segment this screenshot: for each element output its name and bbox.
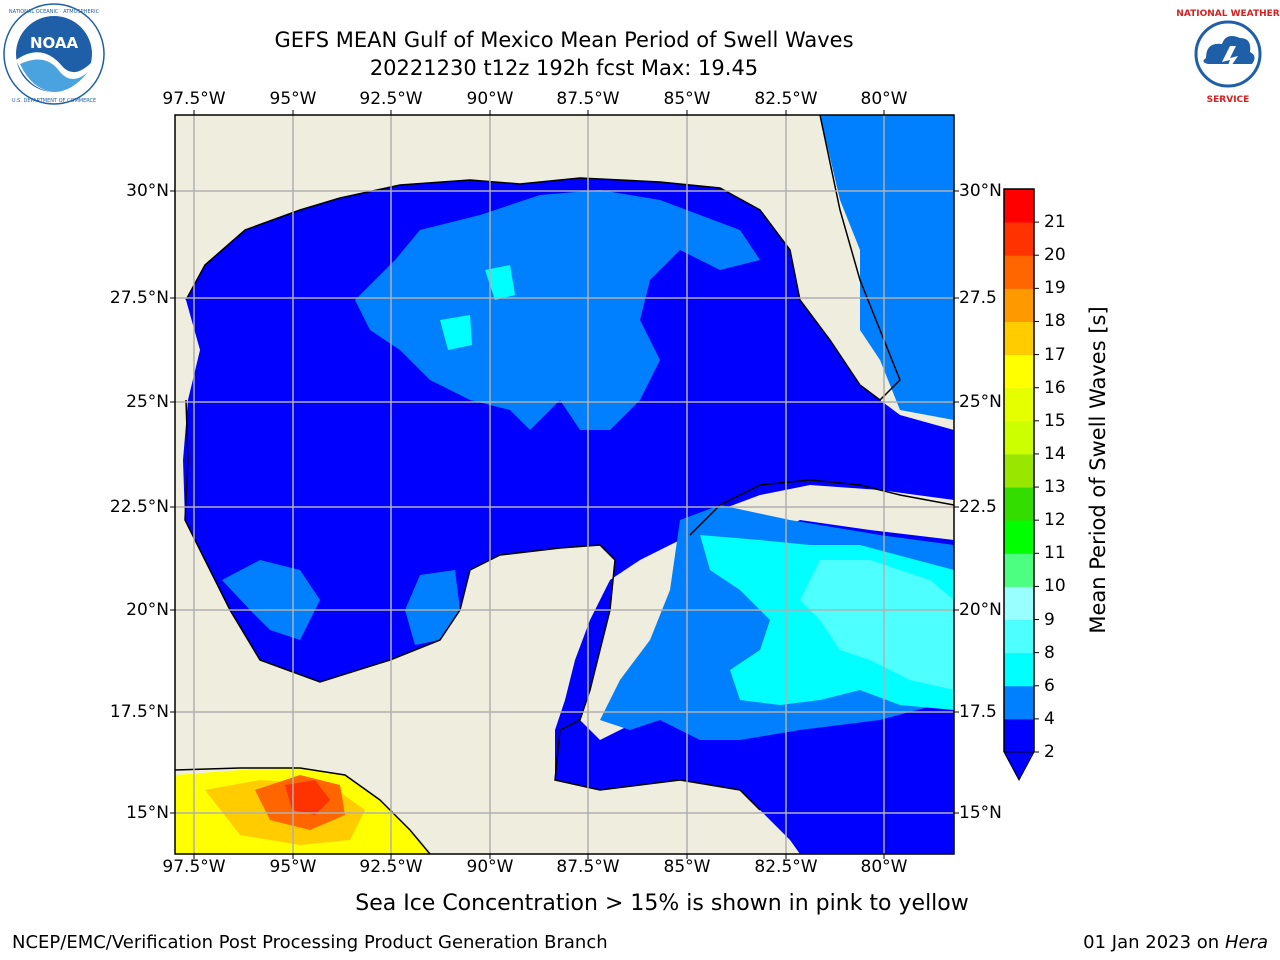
lat-tick-label-right: 30°N (959, 181, 1002, 201)
lat-tick-label-right: 17.5 (959, 702, 997, 722)
lon-tick-label-top: 82.5°W (754, 89, 818, 109)
colorbar-tick-label: 20 (1044, 245, 1066, 266)
lon-tick-label-bottom: 85°W (663, 857, 711, 877)
period-band-4s-north (355, 190, 760, 430)
colorbar-swatch (1004, 420, 1034, 455)
map-frame (174, 114, 955, 855)
footer-date-text: 01 Jan 2023 on (1083, 932, 1225, 953)
colorbar-tick-label: 15 (1044, 410, 1066, 431)
lon-tick-label-top: 87.5°W (556, 89, 620, 109)
sea-ice-caption: Sea Ice Concentration > 15% is shown in … (355, 891, 969, 916)
colorbar-tick-label: 17 (1044, 344, 1066, 365)
colorbar-tick-label: 9 (1044, 609, 1055, 630)
colorbar-swatch (1004, 619, 1034, 654)
lon-tick-label-top: 97.5°W (162, 89, 226, 109)
colorbar-swatch (1004, 718, 1034, 753)
colorbar-frame (1003, 188, 1035, 752)
colorbar-tick-label: 2 (1044, 742, 1055, 762)
colorbar-label: Mean Period of Swell Waves [s] (1086, 306, 1110, 634)
svg-text:NATIONAL OCEANIC · ATMOSPHERIC: NATIONAL OCEANIC · ATMOSPHERIC (9, 9, 100, 15)
colorbar-swatch (1004, 553, 1034, 587)
lon-tick-label-bottom: 90°W (466, 857, 514, 877)
colorbar-swatch (1004, 321, 1034, 356)
lat-tick-label-left: 15°N (126, 803, 169, 823)
colorbar-swatch (1004, 189, 1034, 223)
period-patch-6s-north (485, 265, 515, 300)
colorbar-swatch (1004, 255, 1034, 289)
lon-tick-label-top: 85°W (663, 89, 711, 109)
period-band-8s-caribbean (800, 560, 954, 690)
colorbar-swatch (1004, 288, 1034, 322)
lon-tick-label-bottom: 87.5°W (556, 857, 620, 877)
footer-date: 01 Jan 2023 on Hera (1083, 932, 1268, 954)
footer-host: Hera (1224, 932, 1268, 953)
lat-tick-label-right: 27.5 (959, 288, 997, 308)
period-patch-6s-north-2 (440, 315, 472, 350)
lon-tick-label-top: 90°W (466, 89, 514, 109)
lon-tick-label-top: 95°W (269, 89, 317, 109)
colorbar-extend-min (1003, 751, 1035, 782)
colorbar-tick-label: 10 (1044, 576, 1066, 597)
footer-branch: NCEP/EMC/Verification Post Processing Pr… (12, 932, 608, 953)
colorbar-swatch (1004, 652, 1034, 687)
colorbar-tick-label: 6 (1044, 675, 1055, 696)
lon-tick-label-bottom: 92.5°W (359, 857, 423, 877)
lat-tick-label-right: 25°N (959, 392, 1002, 412)
colorbar-tick-label: 21 (1044, 212, 1066, 233)
lon-tick-label-bottom: 82.5°W (754, 857, 818, 877)
lat-tick-label-right: 15°N (959, 803, 1002, 823)
colorbar-swatch (1004, 387, 1034, 422)
lat-tick-label-right: 22.5 (959, 497, 997, 517)
colorbar-tick-label: 14 (1044, 443, 1066, 464)
colorbar-swatch (1004, 354, 1034, 389)
noaa-logo: NOAA NATIONAL OCEANIC · ATMOSPHERIC U.S.… (2, 2, 106, 106)
lon-tick-label-top: 80°W (860, 89, 908, 109)
svg-text:NOAA: NOAA (30, 34, 79, 52)
period-band-4s-s (405, 570, 460, 645)
colorbar-tick-label: 11 (1044, 543, 1066, 564)
lon-tick-label-bottom: 95°W (269, 857, 317, 877)
svg-text:SERVICE: SERVICE (1207, 95, 1250, 105)
colorbar-swatch (1004, 487, 1034, 521)
colorbar-tick-label: 4 (1044, 708, 1055, 729)
colorbar-swatch (1004, 222, 1034, 256)
lat-tick-label-left: 30°N (126, 181, 169, 201)
lat-tick-label-left: 17.5°N (109, 702, 169, 722)
lat-tick-label-left: 27.5°N (109, 288, 169, 308)
nws-logo: NATIONAL WEATHER SERVICE (1176, 2, 1280, 106)
colorbar-tick-label: 18 (1044, 311, 1066, 332)
lon-tick-label-top: 92.5°W (359, 89, 423, 109)
lat-tick-label-left: 25°N (126, 392, 169, 412)
colorbar-tick-label: 13 (1044, 477, 1066, 498)
colorbar-swatch (1004, 685, 1034, 720)
map-subtitle: 20221230 t12z 192h fcst Max: 19.45 (369, 56, 759, 80)
map-title: GEFS MEAN Gulf of Mexico Mean Period of … (274, 28, 854, 52)
lon-tick-label-bottom: 80°W (860, 857, 908, 877)
lon-tick-label-bottom: 97.5°W (162, 857, 226, 877)
svg-text:NATIONAL WEATHER: NATIONAL WEATHER (1176, 9, 1279, 19)
colorbar-tick-label: 12 (1044, 510, 1066, 531)
colorbar-swatch (1004, 453, 1034, 488)
lat-tick-label-right: 20°N (959, 600, 1002, 620)
colorbar-tick-label: 16 (1044, 377, 1066, 398)
lat-tick-label-left: 22.5°N (109, 497, 169, 517)
graticule (175, 115, 954, 854)
lat-tick-label-left: 20°N (126, 600, 169, 620)
svg-text:U.S. DEPARTMENT OF COMMERCE: U.S. DEPARTMENT OF COMMERCE (12, 98, 96, 104)
colorbar-tick-label: 8 (1044, 642, 1055, 663)
colorbar-tick-label: 19 (1044, 278, 1066, 299)
colorbar-swatch (1004, 520, 1034, 554)
colorbar-swatch (1004, 586, 1034, 621)
sea-ice-patch-center (285, 780, 330, 815)
period-band-4s-sw (222, 560, 320, 640)
